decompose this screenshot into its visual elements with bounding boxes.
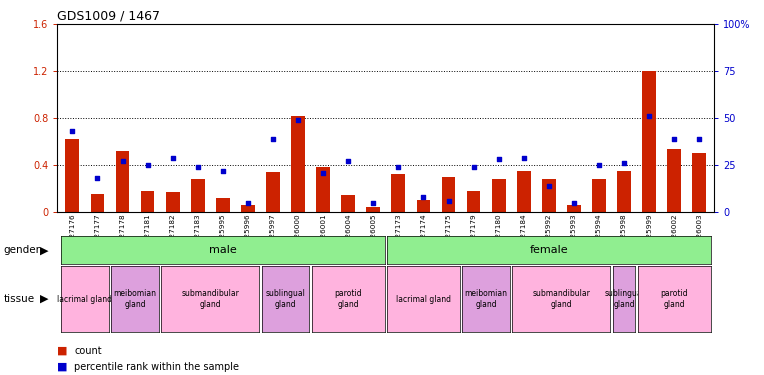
Text: sublingual
gland: sublingual gland — [266, 290, 306, 309]
Bar — [291, 116, 305, 212]
Point — [92, 175, 104, 181]
Point — [342, 158, 354, 164]
Point — [518, 154, 530, 160]
Point — [643, 113, 656, 119]
Point — [367, 200, 380, 206]
Text: percentile rank within the sample: percentile rank within the sample — [74, 362, 239, 372]
Bar — [617, 171, 631, 212]
Point — [417, 194, 429, 200]
Point — [493, 156, 505, 162]
Point — [66, 128, 79, 134]
Text: ■: ■ — [57, 362, 68, 372]
Bar — [141, 191, 154, 212]
Bar — [166, 192, 180, 212]
Bar — [115, 151, 129, 212]
Text: lacrimal gland: lacrimal gland — [57, 295, 112, 304]
Text: tissue: tissue — [4, 294, 35, 304]
Text: submandibular
gland: submandibular gland — [181, 290, 239, 309]
Text: ▶: ▶ — [40, 245, 48, 255]
Point — [317, 170, 329, 176]
Bar — [367, 207, 380, 212]
Text: sublingual
gland: sublingual gland — [604, 290, 644, 309]
Bar — [266, 172, 280, 212]
Point — [217, 168, 229, 174]
Bar — [692, 153, 706, 212]
Bar — [241, 205, 254, 212]
Bar — [667, 148, 681, 212]
Point — [392, 164, 404, 170]
Point — [292, 117, 304, 123]
Bar — [567, 205, 581, 212]
Point — [167, 154, 179, 160]
Point — [442, 198, 455, 204]
Bar — [66, 139, 79, 212]
Text: submandibular
gland: submandibular gland — [533, 290, 591, 309]
Bar — [542, 179, 555, 212]
Point — [593, 162, 605, 168]
Bar — [517, 171, 531, 212]
Text: male: male — [209, 245, 237, 255]
Bar — [90, 194, 105, 212]
Point — [568, 200, 580, 206]
Text: ■: ■ — [57, 346, 68, 355]
Bar — [316, 167, 330, 212]
Bar — [442, 177, 455, 212]
Bar — [492, 179, 506, 212]
Point — [618, 160, 630, 166]
Point — [668, 136, 680, 142]
Point — [468, 164, 480, 170]
Bar — [342, 195, 355, 212]
Bar — [592, 179, 606, 212]
Text: meibomian
gland: meibomian gland — [114, 290, 157, 309]
Bar — [216, 198, 230, 212]
Bar — [416, 200, 430, 212]
Text: female: female — [529, 245, 568, 255]
Bar — [191, 179, 205, 212]
Point — [241, 200, 254, 206]
Text: ▶: ▶ — [40, 294, 48, 304]
Bar — [643, 71, 656, 212]
Text: parotid
gland: parotid gland — [660, 290, 688, 309]
Text: lacrimal gland: lacrimal gland — [396, 295, 451, 304]
Text: meibomian
gland: meibomian gland — [465, 290, 507, 309]
Point — [693, 136, 705, 142]
Bar — [467, 191, 481, 212]
Point — [141, 162, 154, 168]
Text: GDS1009 / 1467: GDS1009 / 1467 — [57, 9, 160, 22]
Text: parotid
gland: parotid gland — [335, 290, 362, 309]
Point — [267, 136, 279, 142]
Point — [542, 183, 555, 189]
Text: count: count — [74, 346, 102, 355]
Point — [192, 164, 204, 170]
Bar — [391, 174, 405, 212]
Point — [116, 158, 128, 164]
Text: gender: gender — [4, 245, 40, 255]
